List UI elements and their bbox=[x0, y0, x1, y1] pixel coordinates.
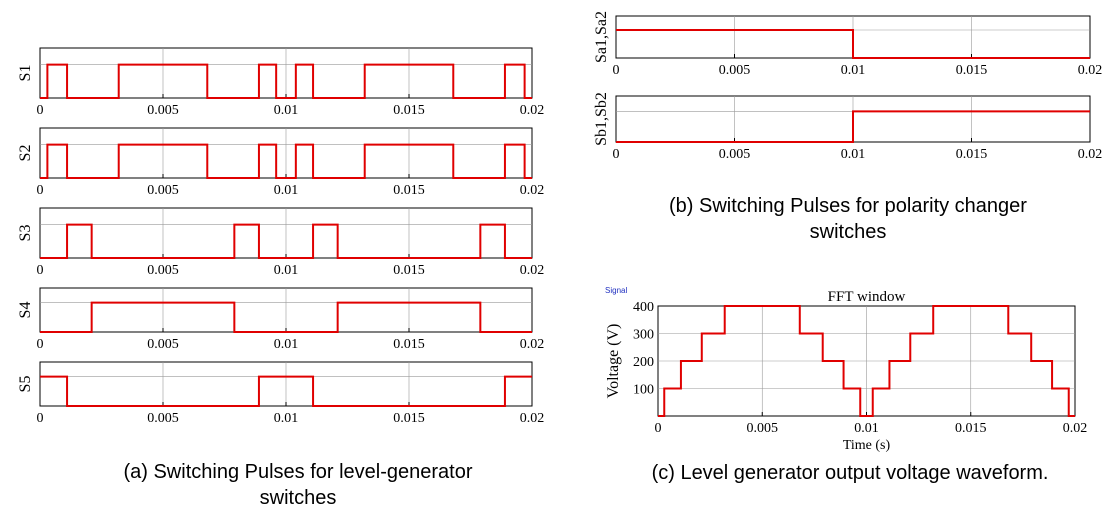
x-tick-label: 0.01 bbox=[274, 183, 299, 198]
y-axis-label: S2 bbox=[17, 145, 34, 162]
caption-b-line1: (b) Switching Pulses for polarity change… bbox=[669, 195, 1027, 217]
y-axis-label: S4 bbox=[17, 302, 34, 319]
x-tick-label: 0.015 bbox=[393, 103, 425, 118]
x-axis-label: Time (s) bbox=[843, 438, 891, 453]
x-tick-label: 0.01 bbox=[274, 263, 299, 278]
signal-line bbox=[616, 29, 1090, 59]
x-tick-label: 0.02 bbox=[520, 183, 545, 198]
signal-line bbox=[40, 63, 532, 99]
x-tick-label: 0.015 bbox=[393, 263, 425, 278]
x-tick-label: 0.005 bbox=[147, 103, 179, 118]
x-tick-label: 0.015 bbox=[956, 147, 988, 162]
x-tick-label: 0.02 bbox=[520, 337, 545, 352]
y-axis-label: Sa1,Sa2 bbox=[593, 11, 610, 63]
y-axis-label: S3 bbox=[17, 225, 34, 242]
x-tick-label: 0 bbox=[655, 421, 662, 436]
x-tick-label: 0.005 bbox=[147, 411, 179, 426]
chart-2: 0 0.005 0.01 0.015 0.02 S2 bbox=[17, 127, 545, 198]
x-tick-label: 0 bbox=[613, 147, 620, 162]
x-tick-label: 0.015 bbox=[393, 411, 425, 426]
y-axis-label: Voltage (V) bbox=[605, 324, 622, 399]
caption-c-line1: (c) Level generator output voltage wavef… bbox=[652, 462, 1049, 484]
y-tick-label: 400 bbox=[633, 300, 654, 315]
signal-line bbox=[616, 110, 1090, 143]
x-tick-label: 0.01 bbox=[274, 337, 299, 352]
x-tick-label: 0.02 bbox=[520, 263, 545, 278]
y-tick-label: 100 bbox=[633, 383, 654, 398]
x-tick-label: 0 bbox=[37, 337, 44, 352]
chart-4: 0 0.005 0.01 0.015 0.02 S4 bbox=[17, 287, 545, 352]
chart-6: 0 0.005 0.01 0.015 0.02 Sa1,Sa2 bbox=[593, 11, 1102, 78]
y-axis-label: Sb1,Sb2 bbox=[593, 92, 610, 146]
signal-line bbox=[40, 375, 532, 407]
x-tick-label: 0.01 bbox=[274, 411, 299, 426]
y-tick-label: 300 bbox=[633, 328, 654, 343]
x-tick-label: 0 bbox=[37, 263, 44, 278]
x-tick-label: 0.01 bbox=[841, 147, 866, 162]
chart-3: 0 0.005 0.01 0.015 0.02 S3 bbox=[17, 207, 545, 278]
y-axis-label: S1 bbox=[17, 65, 34, 82]
x-tick-label: 0.01 bbox=[854, 421, 879, 436]
signal-line bbox=[40, 223, 532, 259]
signal-line bbox=[40, 143, 532, 179]
x-tick-label: 0.005 bbox=[719, 147, 751, 162]
y-axis-label: S5 bbox=[17, 376, 34, 393]
signal-tag: Signal bbox=[605, 286, 627, 295]
x-tick-label: 0.005 bbox=[719, 63, 751, 78]
y-tick-label: 200 bbox=[633, 355, 654, 370]
x-tick-label: 0.02 bbox=[1078, 63, 1103, 78]
x-tick-label: 0.005 bbox=[147, 263, 179, 278]
x-tick-label: 0.01 bbox=[274, 103, 299, 118]
signal-line bbox=[40, 301, 532, 333]
caption-a-line2: switches bbox=[260, 487, 337, 509]
chart-7: 0 0.005 0.01 0.015 0.02 Sb1,Sb2 bbox=[593, 92, 1102, 162]
x-tick-label: 0 bbox=[613, 63, 620, 78]
x-tick-label: 0.01 bbox=[841, 63, 866, 78]
x-tick-label: 0.02 bbox=[1063, 421, 1088, 436]
x-tick-label: 0.005 bbox=[147, 337, 179, 352]
x-tick-label: 0.015 bbox=[955, 421, 987, 436]
caption-b-line2: switches bbox=[810, 221, 887, 243]
x-tick-label: 0.005 bbox=[747, 421, 779, 436]
chart-title: FFT window bbox=[828, 289, 906, 305]
x-tick-label: 0 bbox=[37, 183, 44, 198]
x-tick-label: 0.02 bbox=[1078, 147, 1103, 162]
chart-8: 0 0.005 0.01 0.015 0.02 100 200 300 400 Voltage (… bbox=[605, 286, 1087, 453]
x-tick-label: 0.015 bbox=[956, 63, 988, 78]
x-tick-label: 0.015 bbox=[393, 183, 425, 198]
signal-line bbox=[658, 305, 1075, 417]
chart-5: 0 0.005 0.01 0.015 0.02 S5 bbox=[17, 361, 545, 426]
x-tick-label: 0.02 bbox=[520, 103, 545, 118]
plots-layer: 0 0.005 0.01 0.015 0.02 S1 0 0.005 0.01 0.015 0.02… bbox=[17, 11, 1102, 453]
x-tick-label: 0.015 bbox=[393, 337, 425, 352]
x-tick-label: 0.02 bbox=[520, 411, 545, 426]
caption-a-line1: (a) Switching Pulses for level-generator bbox=[123, 461, 472, 483]
x-tick-label: 0.005 bbox=[147, 183, 179, 198]
x-tick-label: 0 bbox=[37, 411, 44, 426]
x-tick-label: 0 bbox=[37, 103, 44, 118]
chart-1: 0 0.005 0.01 0.015 0.02 S1 bbox=[17, 47, 545, 118]
